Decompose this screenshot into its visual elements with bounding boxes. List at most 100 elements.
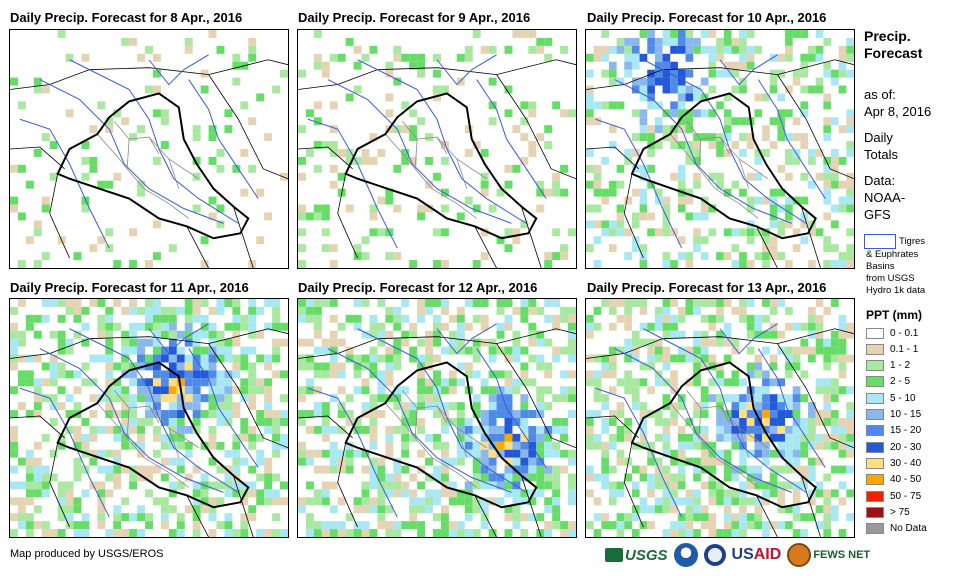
precip-cell [272,441,281,450]
precip-cell [160,354,169,363]
precip-cell [377,521,386,530]
precip-cell [616,378,625,387]
precip-cell [488,338,497,347]
precip-cell [160,505,169,514]
precip-cell [385,425,394,434]
precip-cell [593,236,602,245]
basin-river [476,79,547,199]
ppt-legend-swatch [866,343,884,355]
precip-cell [264,402,273,411]
precip-cell [785,149,793,157]
precip-cell [560,449,569,458]
precip-cell [385,93,394,102]
map-credit: Map produced by USGS/EROS [10,548,164,560]
precip-cell [496,188,505,197]
precip-cell [33,489,42,498]
precip-cell [777,465,786,474]
precip-cell [417,117,426,126]
precip-cell [800,53,809,62]
ppt-legend-swatch [866,327,884,339]
precip-cell [25,354,34,363]
precip-cell [670,45,678,54]
precip-cell [731,497,740,506]
precip-cell [608,418,617,426]
precip-cell [224,481,233,490]
precip-cell [512,338,521,347]
precip-cell [815,30,824,38]
precip-cell [152,306,161,315]
basin-river [19,118,110,249]
precip-cell [240,433,249,442]
precip-cell [145,362,153,371]
precip-cell [224,322,233,331]
precip-cell [823,188,832,197]
precip-cell [192,125,201,134]
precip-cell [298,228,306,237]
precip-cell [369,204,378,213]
precip-cell [762,449,770,458]
precip-cell [647,30,655,38]
precip-cell [520,418,529,426]
precip-cell [639,410,648,418]
precip-cell [329,394,338,403]
precip-cell [762,433,770,442]
precip-cell [168,394,177,403]
precip-cell [754,402,763,411]
precip-cell [488,497,497,506]
precip-cell [608,101,617,110]
precip-cell [240,529,249,537]
precip-cell [616,513,625,522]
precip-cell [464,505,473,514]
precip-cell [560,45,569,54]
precip-cell [568,489,576,498]
precip-cell [137,346,146,355]
precip-cell [700,505,709,514]
precip-cell [608,220,617,229]
precip-cell [425,133,434,142]
precip-cell [512,306,521,315]
precip-cell [152,346,161,355]
precip-cell [716,306,724,315]
precip-cell [448,497,457,506]
precip-cell [472,529,481,537]
precip-cell [504,386,513,395]
precip-cell [560,529,569,537]
precip-cell [456,410,465,418]
precip-cell [831,180,839,189]
precip-cell [708,497,717,506]
precip-cell [425,204,434,213]
precip-cell [417,521,426,530]
precip-cell [272,410,281,418]
precip-cell [639,473,648,482]
province-boundary [168,158,199,180]
precip-cell [272,418,281,426]
precip-cell [17,260,26,268]
precip-cell [121,441,130,450]
precip-cell [129,394,138,403]
ppt-legend-swatch [866,425,884,437]
precip-cell [280,394,288,403]
precip-cell [716,449,724,458]
precip-cell [560,425,569,434]
precip-cell [298,449,306,458]
precip-cell [662,260,671,268]
precip-cell [800,418,809,426]
precip-cell [433,386,441,395]
precip-cell [528,30,537,38]
precip-cell [631,77,640,86]
precip-cell [448,481,457,490]
precip-cell [57,497,66,506]
precip-cell [321,141,330,149]
precip-cell [369,481,378,490]
precip-cell [552,441,561,450]
ppt-legend-label: 15 - 20 [890,425,922,437]
precip-cell [232,465,241,474]
precip-cell [89,299,98,307]
precip-cell [496,441,505,450]
precip-cell [232,164,241,173]
precip-cell [433,441,441,450]
precip-cell [552,513,561,522]
precip-cell [145,85,153,94]
precip-cell [654,69,663,78]
precip-cell [57,314,66,323]
